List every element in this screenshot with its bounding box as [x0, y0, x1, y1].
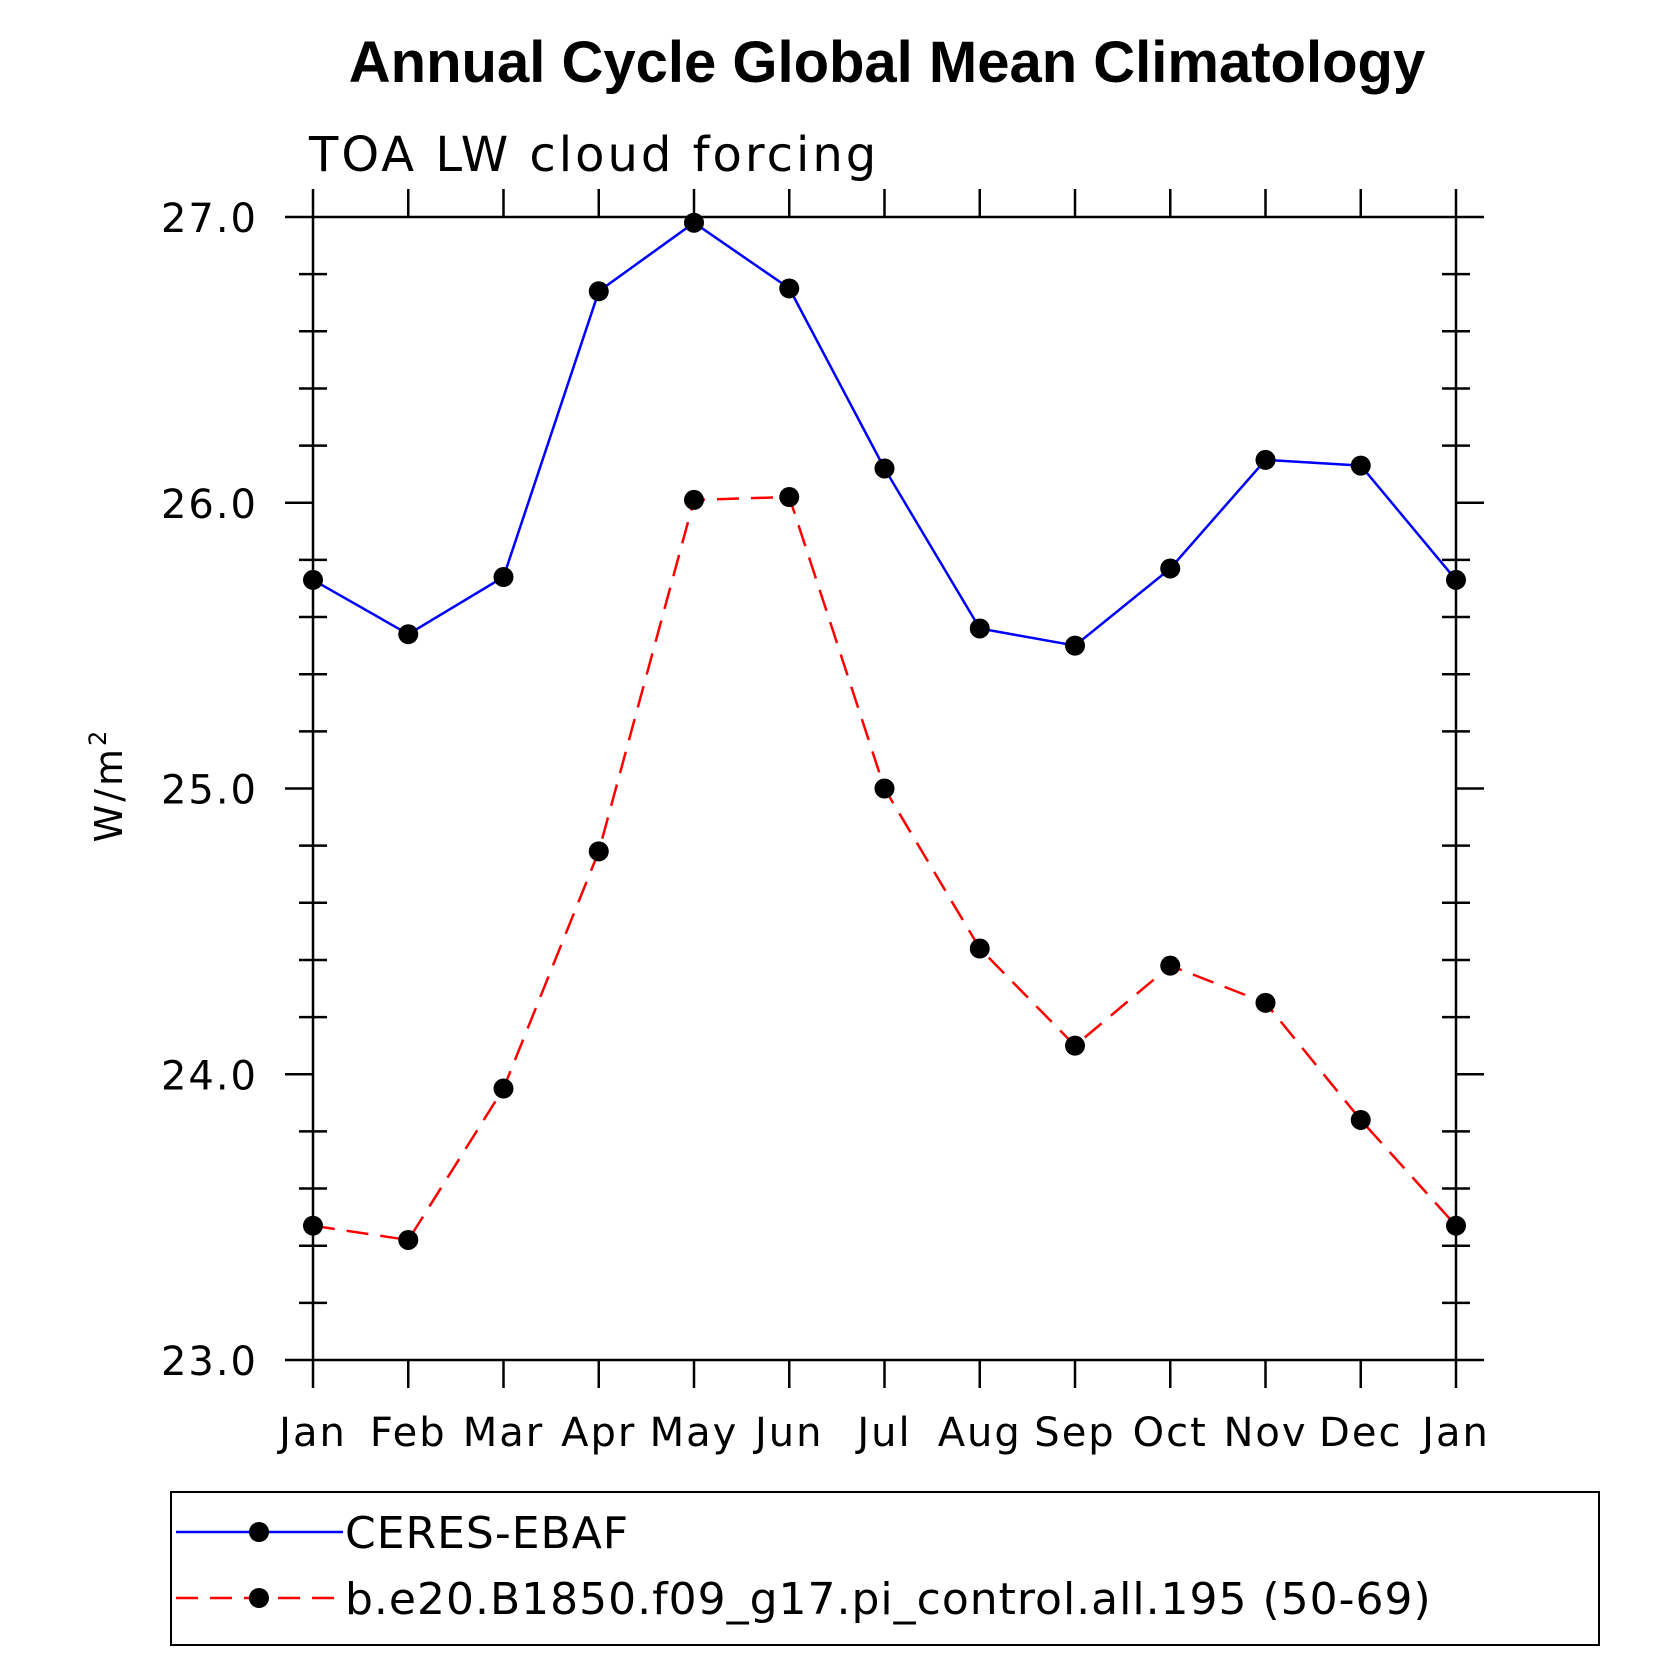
- data-point: [779, 278, 800, 299]
- data-point: [398, 1229, 419, 1250]
- x-tick-label: Jan: [276, 1410, 347, 1456]
- legend-marker: [249, 1588, 269, 1608]
- legend-label: CERES-EBAF: [345, 1508, 629, 1559]
- y-tick-label: 25.0: [161, 768, 258, 814]
- x-tick-label: Oct: [1133, 1410, 1208, 1456]
- data-point: [1160, 955, 1181, 976]
- series-points: [303, 212, 1466, 1250]
- series-lines: [312, 221, 1457, 1242]
- x-tick-label: Jan: [1419, 1410, 1490, 1456]
- data-point: [398, 624, 419, 645]
- data-point: [1255, 449, 1276, 470]
- data-point: [874, 458, 895, 479]
- data-point: [684, 489, 704, 510]
- data-point: [969, 938, 990, 959]
- data-point: [1160, 558, 1181, 579]
- data-point: [493, 1078, 514, 1099]
- data-point: [1446, 569, 1466, 590]
- y-tick-label: 27.0: [161, 196, 258, 242]
- data-point: [588, 281, 609, 302]
- series-line-1: [312, 221, 1457, 647]
- series-line-2: [312, 495, 1457, 1242]
- x-tick-label: Sep: [1034, 1410, 1115, 1456]
- x-tick-label: Feb: [370, 1410, 447, 1456]
- legend: CERES-EBAF b.e20.B1850.f09_g17.pi_control…: [170, 1491, 1600, 1646]
- data-point: [1065, 1035, 1085, 1056]
- legend-items: CERES-EBAF b.e20.B1850.f09_g17.pi_control…: [176, 1508, 1432, 1625]
- data-point: [303, 569, 323, 590]
- chart-subtitle: TOA LW cloud forcing: [308, 127, 879, 183]
- x-tick-label: Dec: [1319, 1410, 1402, 1456]
- y-axis-label: W/m2: [84, 728, 131, 843]
- data-point: [779, 487, 800, 508]
- legend-marker: [249, 1522, 269, 1542]
- x-tick-labels: Jan Feb Mar Apr May Jun Jul Aug Sep Oct Nov Dec Jan: [276, 1410, 1490, 1456]
- x-tick-label: Nov: [1223, 1410, 1307, 1456]
- data-point: [493, 567, 514, 588]
- x-tick-label: Jun: [752, 1410, 824, 1456]
- data-point: [1350, 1109, 1371, 1130]
- x-tick-label: Jul: [854, 1410, 911, 1456]
- data-point: [588, 841, 609, 862]
- axis-ticks: [285, 189, 1484, 1388]
- y-tick-label: 26.0: [161, 482, 258, 528]
- chart-title: Annual Cycle Global Mean Climatology: [349, 30, 1425, 95]
- x-tick-label: Aug: [938, 1410, 1022, 1456]
- data-point: [1446, 1215, 1466, 1236]
- y-axis-label-superscript: 2: [84, 728, 112, 746]
- y-tick-label: 24.0: [161, 1053, 258, 1099]
- legend-label: b.e20.B1850.f09_g17.pi_control.all.195 (…: [345, 1574, 1432, 1625]
- data-point: [969, 618, 990, 639]
- legend-box: [170, 1491, 1600, 1646]
- x-tick-label: Mar: [463, 1410, 544, 1456]
- y-axis-label-text: W/m: [87, 746, 131, 842]
- data-point: [303, 1215, 323, 1236]
- data-point: [1255, 992, 1276, 1013]
- data-point: [1350, 455, 1371, 476]
- y-tick-labels: 23.0 24.0 25.0 26.0 27.0: [161, 196, 258, 1385]
- data-point: [874, 778, 895, 799]
- x-tick-label: May: [650, 1410, 739, 1456]
- y-tick-label: 23.0: [161, 1339, 258, 1385]
- data-point: [1065, 635, 1085, 656]
- data-point: [684, 212, 704, 233]
- x-tick-label: Apr: [561, 1410, 636, 1456]
